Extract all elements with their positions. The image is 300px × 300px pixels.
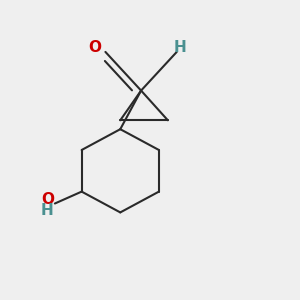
Text: O: O	[88, 40, 101, 55]
Text: O: O	[41, 191, 54, 206]
Text: H: H	[173, 40, 186, 55]
Text: H: H	[41, 203, 54, 218]
